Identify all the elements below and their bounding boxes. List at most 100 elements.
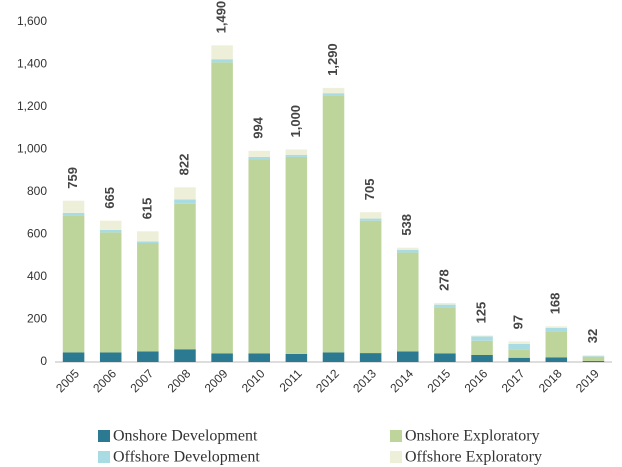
bar-segment [545,331,568,358]
total-label: 168 [548,293,563,315]
bar-segment [545,328,568,332]
x-tick-label: 2019 [573,366,602,395]
bar-segment [248,156,271,160]
bar-segment [174,349,196,362]
total-label: 705 [362,178,377,200]
x-tick-label: 2014 [387,366,416,395]
bar-segment [99,352,122,362]
total-label: 1,490 [214,1,229,34]
bar-segment [322,93,345,96]
y-tick-label: 200 [27,312,47,326]
bar-segment [248,159,271,354]
bar-segment [508,357,530,362]
x-tick-label: 2007 [127,366,156,395]
bar-segment [471,354,493,362]
bar-segment [285,353,308,362]
bar-segment [471,335,493,337]
bar-segment [396,351,419,362]
bar-segment [137,231,159,242]
legend-swatch [98,430,110,442]
bar-segment [322,95,345,353]
bar-segment [211,353,233,362]
bar-segment [137,243,159,352]
y-tick-label: 800 [27,184,47,198]
x-tick-label: 2005 [53,366,82,395]
bar-segment [359,218,382,221]
bar-segment [248,150,271,157]
total-label: 665 [102,187,117,209]
bar-segment [508,349,530,358]
total-label: 1,000 [288,105,303,138]
bar-segment [396,247,419,251]
bar-segment [137,351,159,362]
bar-segment [434,353,456,362]
bar-segment [434,307,456,354]
bar-segment [174,199,196,204]
bar-segment [137,241,159,243]
bar-segment [211,62,233,354]
total-label: 759 [65,167,80,189]
y-tick-label: 1,200 [17,99,47,113]
bar-segment [508,341,530,344]
total-label: 32 [585,329,600,343]
x-tick-label: 2010 [239,366,268,395]
bar-segment [582,355,605,357]
y-tick-label: 1,400 [17,57,47,71]
bar-segment [582,356,605,361]
bar-segment [582,356,605,357]
y-tick-label: 400 [27,269,47,283]
total-label: 278 [436,269,451,291]
x-tick-label: 2009 [202,366,231,395]
bar-segment [174,187,196,200]
bar-segment [62,352,85,362]
y-tick-label: 1,600 [17,14,47,28]
bar-segment [99,232,122,353]
legend-label: Offshore Development [113,449,260,466]
x-tick-label: 2011 [277,366,305,394]
bar-segment [211,59,233,63]
legend-swatch [390,430,402,442]
bar-segment [582,360,605,362]
y-tick-label: 0 [40,354,47,368]
x-tick-label: 2016 [462,366,491,395]
x-tick-label: 2008 [165,366,194,395]
bar-segment [359,212,382,219]
bar-segment [211,45,233,60]
bar-segment [434,302,456,305]
total-label: 615 [139,198,154,220]
x-tick-label: 2006 [90,366,119,395]
bar-segment [285,154,308,157]
bar-segment [322,87,345,94]
legend-label: Offshore Exploratory [405,449,542,466]
x-tick-label: 2017 [499,366,528,395]
y-tick-label: 1,000 [17,142,47,156]
bar-segment [99,220,122,230]
bar-segment [62,212,85,216]
total-label: 822 [176,154,191,176]
x-tick-label: 2018 [536,366,565,395]
bar-segment [471,340,493,355]
bar-segment [285,156,308,354]
bar-segment [99,229,122,233]
x-tick-label: 2015 [424,366,453,395]
bar-segment [508,343,530,350]
bar-segment [545,326,568,328]
total-label: 538 [399,214,414,236]
bar-segment [62,200,85,213]
bar-segment [322,352,345,362]
bar-segment [359,353,382,362]
x-tick-label: 2013 [350,366,379,395]
bar-segment [62,215,85,353]
bar-segment [359,220,382,354]
x-tick-label: 2012 [313,366,342,395]
legend-label: Onshore Development [113,428,258,445]
bar-segment [285,149,308,155]
y-tick-label: 600 [27,227,47,241]
bar-segment [545,357,568,362]
legend-swatch [98,451,110,463]
bar-segment [396,250,419,253]
total-label: 125 [473,302,488,324]
total-label: 1,290 [325,43,340,76]
bar-segment [471,336,493,341]
